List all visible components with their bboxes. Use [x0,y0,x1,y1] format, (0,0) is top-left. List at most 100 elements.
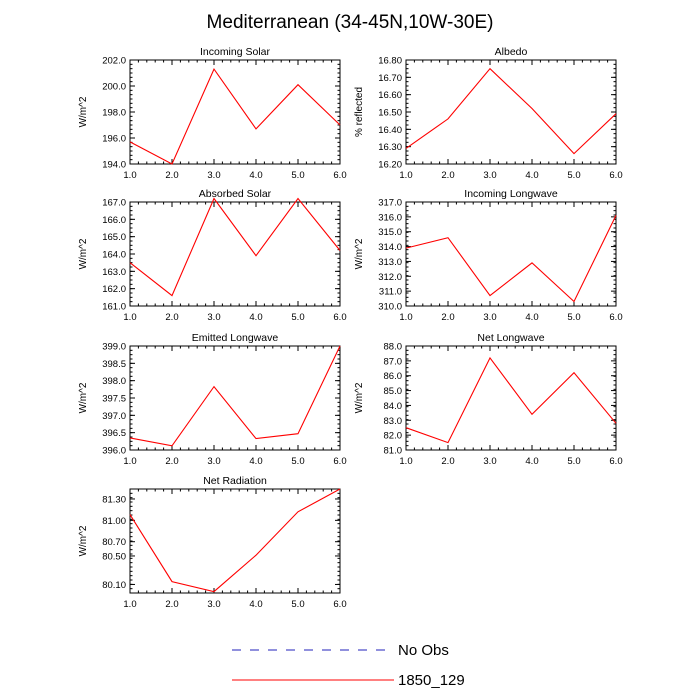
y-tick-label: 166.0 [102,215,126,226]
x-tick-label: 3.0 [207,312,220,323]
x-tick-label: 4.0 [525,312,538,323]
y-tick-label: 167.0 [102,198,126,209]
y-tick-label: 84.0 [384,401,403,412]
y-axis-label: W/m^2 [78,525,89,556]
panel-title: Emitted Longwave [192,332,279,344]
series-line-1850_129 [405,356,617,444]
series-line-1850_129 [405,215,617,303]
panel-title: Absorbed Solar [199,188,272,200]
panel-7: 1.0 2.0 3.0 4.0 5.0 6.0 80.10 80.50 80.70 81.00 81… [78,475,347,610]
x-tick-label: 2.0 [441,312,454,323]
x-tick-label: 1.0 [399,456,412,467]
x-tick-label: 6.0 [609,312,622,323]
y-tick-label: 312.0 [378,272,402,283]
y-tick-label: 315.0 [378,227,402,238]
plot-frame [129,59,341,165]
series-line-1850_129 [405,67,617,155]
x-tick-label: 2.0 [165,456,178,467]
x-tick-label: 1.0 [123,456,136,467]
y-tick-label: 16.30 [378,142,402,153]
y-tick-label: 163.0 [102,267,126,278]
x-tick-label: 2.0 [165,312,178,323]
plot-frame [405,345,617,451]
y-tick-label: 81.00 [102,516,126,527]
x-tick-label: 6.0 [333,170,346,181]
panel-4: 1.0 2.0 3.0 4.0 5.0 6.0 310.0 311.0 312.0 313.0 31… [354,188,623,323]
x-tick-label: 3.0 [207,599,220,610]
y-axis-label: W/m^2 [354,238,365,269]
x-tick-label: 5.0 [567,456,580,467]
plot-frame [129,488,341,594]
y-tick-label: 83.0 [384,416,403,427]
y-tick-label: 80.10 [102,580,126,591]
y-tick-label: 85.0 [384,386,403,397]
legend-label-2: 1850_129 [398,672,465,689]
panel-title: Incoming Solar [200,46,271,58]
x-tick-label: 5.0 [291,170,304,181]
x-tick-label: 4.0 [525,456,538,467]
x-tick-label: 1.0 [399,170,412,181]
y-axis-label: W/m^2 [78,382,89,413]
plot-frame [129,201,341,307]
x-tick-label: 2.0 [165,170,178,181]
series-line-1850_129 [129,345,341,447]
y-tick-label: 80.70 [102,537,126,548]
x-tick-label: 3.0 [207,170,220,181]
y-tick-label: 164.0 [102,250,126,261]
y-tick-label: 399.0 [102,342,126,353]
x-tick-label: 6.0 [609,456,622,467]
x-tick-label: 5.0 [567,312,580,323]
y-tick-label: 165.0 [102,232,126,243]
panel-6: 1.0 2.0 3.0 4.0 5.0 6.0 81.0 82.0 83.0 84.0 85.0 86… [354,332,623,467]
y-tick-label: 316.0 [378,212,402,223]
x-tick-label: 2.0 [441,456,454,467]
x-tick-label: 1.0 [123,170,136,181]
x-tick-label: 6.0 [333,312,346,323]
x-tick-label: 2.0 [441,170,454,181]
plot-frame [129,345,341,451]
x-tick-label: 5.0 [291,456,304,467]
x-tick-label: 1.0 [123,312,136,323]
x-tick-label: 4.0 [249,170,262,181]
y-tick-label: 194.0 [102,160,126,171]
y-tick-label: 198.0 [102,108,126,119]
series-line-1850_129 [129,197,341,297]
y-tick-label: 81.30 [102,494,126,505]
y-tick-label: 200.0 [102,82,126,93]
y-tick-label: 16.40 [378,125,402,136]
x-tick-label: 6.0 [333,599,346,610]
x-tick-label: 5.0 [567,170,580,181]
y-tick-label: 16.50 [378,108,402,119]
x-tick-label: 5.0 [291,312,304,323]
x-tick-label: 4.0 [249,312,262,323]
legend: No Obs 1850_129 [232,642,465,689]
y-tick-label: 16.60 [378,90,402,101]
y-tick-label: 80.50 [102,551,126,562]
y-tick-label: 86.0 [384,371,403,382]
y-tick-label: 398.0 [102,376,126,387]
series-line-1850_129 [129,67,341,165]
y-tick-label: 310.0 [378,302,402,313]
panel-1: 1.0 2.0 3.0 4.0 5.0 6.0 194.0 196.0 198.0 200.0 20… [78,46,347,181]
x-tick-label: 2.0 [165,599,178,610]
panel-3: 1.0 2.0 3.0 4.0 5.0 6.0 161.0 162.0 163.0 164.0 16… [78,188,347,323]
x-tick-label: 4.0 [525,170,538,181]
y-tick-label: 397.5 [102,394,126,405]
series-line-1850_129 [129,488,341,593]
y-tick-label: 311.0 [379,287,402,298]
y-axis-label: % reflected [354,87,365,137]
x-tick-label: 4.0 [249,599,262,610]
y-tick-label: 396.0 [102,446,126,457]
y-axis-label: W/m^2 [78,238,89,269]
y-tick-label: 398.5 [102,359,126,370]
legend-label-1: No Obs [398,642,449,659]
x-tick-label: 3.0 [207,456,220,467]
x-tick-label: 3.0 [483,456,496,467]
y-tick-label: 396.5 [102,428,126,439]
x-tick-label: 6.0 [609,170,622,181]
panel-5: 1.0 2.0 3.0 4.0 5.0 6.0 396.0 396.5 397.0 397.5 39… [78,332,347,467]
x-tick-label: 1.0 [123,599,136,610]
panel-2: 1.0 2.0 3.0 4.0 5.0 6.0 16.20 16.30 16.40 16.50 16… [354,46,623,181]
x-tick-label: 5.0 [291,599,304,610]
panel-title: Net Longwave [477,332,544,344]
